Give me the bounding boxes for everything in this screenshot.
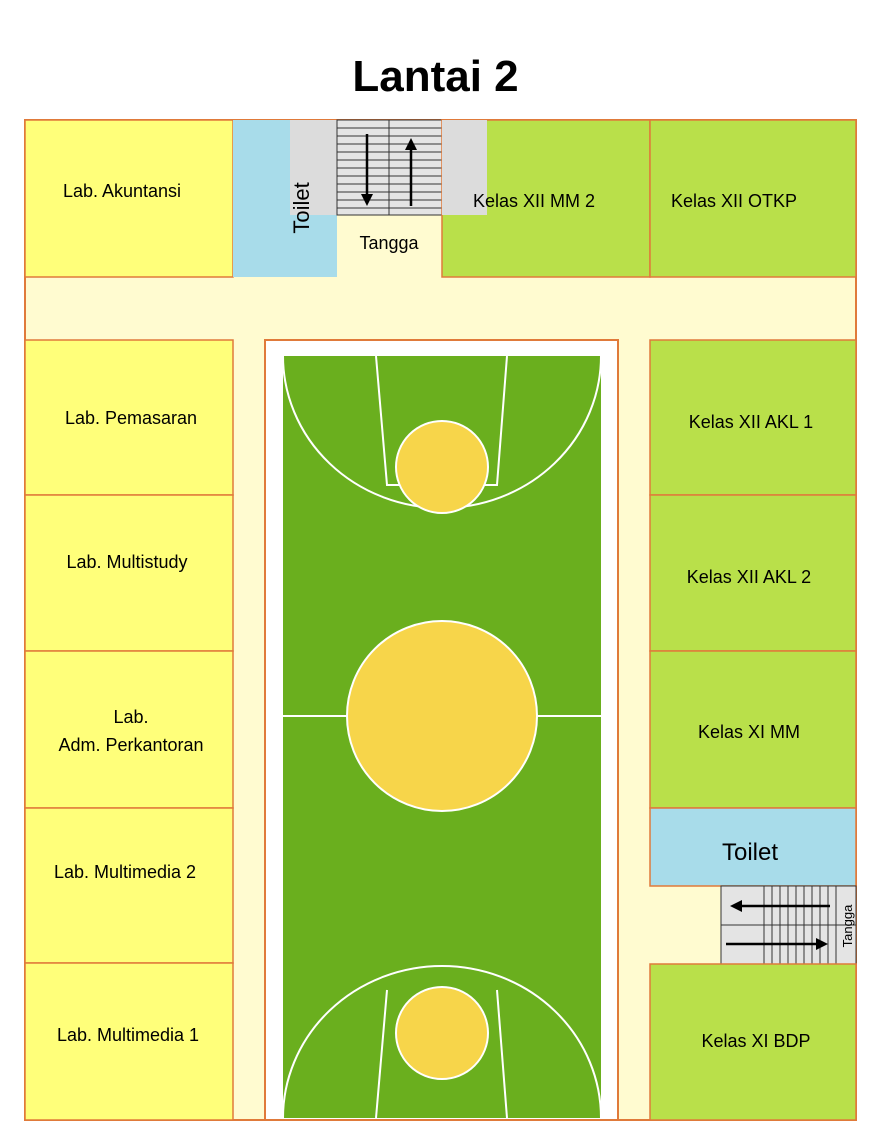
- top-key-circle: [395, 420, 489, 514]
- room-lab-akuntansi[interactable]: [24, 119, 234, 278]
- label-tangga-top: Tangga: [359, 233, 419, 253]
- label-kelas-xi-mm: Kelas XI MM: [698, 722, 800, 742]
- room-lab-multistudy[interactable]: [24, 494, 234, 652]
- basketball-court[interactable]: [264, 339, 619, 1121]
- label-lab-akuntansi: Lab. Akuntansi: [63, 181, 181, 201]
- center-circle: [346, 620, 538, 812]
- label-lab-pemasaran: Lab. Pemasaran: [65, 408, 197, 428]
- label-lab-multimedia-2: Lab. Multimedia 2: [54, 862, 196, 882]
- label-kelas-xii-akl1: Kelas XII AKL 1: [689, 412, 813, 432]
- label-lab-adm-line2: Adm. Perkantoran: [58, 735, 203, 755]
- label-lab-multistudy: Lab. Multistudy: [66, 552, 187, 572]
- room-lab-pemasaran[interactable]: [24, 339, 234, 496]
- room-kelas-xi-mm[interactable]: [649, 650, 857, 809]
- room-lab-multimedia-1[interactable]: [24, 962, 234, 1121]
- label-lab-multimedia-1: Lab. Multimedia 1: [57, 1025, 199, 1045]
- room-toilet-right[interactable]: [649, 807, 857, 887]
- label-lab-adm-line1: Lab.: [113, 707, 148, 727]
- bottom-key-circle: [395, 986, 489, 1080]
- stairs-top: [336, 119, 443, 216]
- room-lab-multimedia-2[interactable]: [24, 807, 234, 964]
- room-lab-adm-perkantoran[interactable]: [24, 650, 234, 809]
- floor-title: Lantai 2: [352, 52, 519, 101]
- label-toilet-right: Toilet: [722, 839, 778, 866]
- label-kelas-xii-otkp: Kelas XII OTKP: [671, 191, 797, 211]
- kelas-xii-mm2-corner: [442, 120, 487, 215]
- label-tangga-right: Tangga: [840, 904, 855, 947]
- label-kelas-xii-akl2: Kelas XII AKL 2: [687, 567, 811, 587]
- label-toilet-top: Toilet: [289, 182, 314, 233]
- room-kelas-xii-akl2[interactable]: [649, 494, 857, 652]
- stairs-right: [720, 885, 857, 965]
- room-kelas-xi-bdp[interactable]: [649, 963, 857, 1121]
- label-kelas-xi-bdp: Kelas XI BDP: [701, 1031, 810, 1051]
- label-kelas-xii-mm2: Kelas XII MM 2: [473, 191, 595, 211]
- room-kelas-xii-akl1[interactable]: [649, 339, 857, 496]
- toilet-top-grey-area: [290, 120, 337, 215]
- room-kelas-xii-otkp[interactable]: [649, 119, 857, 278]
